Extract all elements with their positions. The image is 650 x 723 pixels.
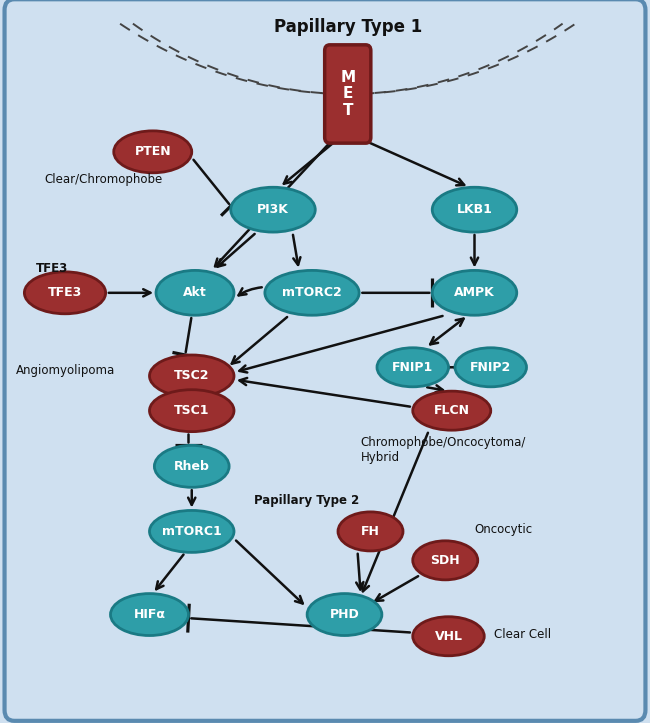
- Text: FH: FH: [361, 525, 380, 538]
- Text: HIFα: HIFα: [133, 608, 166, 621]
- Text: TFE3: TFE3: [48, 286, 82, 299]
- Ellipse shape: [413, 617, 484, 656]
- Text: Clear Cell: Clear Cell: [494, 628, 551, 641]
- Ellipse shape: [265, 270, 359, 315]
- Ellipse shape: [432, 187, 517, 232]
- Ellipse shape: [25, 272, 105, 314]
- Ellipse shape: [150, 510, 234, 552]
- Ellipse shape: [150, 390, 234, 432]
- Ellipse shape: [307, 594, 382, 636]
- Text: Angiomyolipoma: Angiomyolipoma: [16, 364, 116, 377]
- Text: FNIP2: FNIP2: [470, 361, 512, 374]
- Ellipse shape: [111, 594, 188, 636]
- Text: TSC2: TSC2: [174, 369, 209, 382]
- Text: Akt: Akt: [183, 286, 207, 299]
- Text: VHL: VHL: [434, 630, 463, 643]
- Text: Chromophobe/Oncocytoma/
Hybrid: Chromophobe/Oncocytoma/ Hybrid: [361, 436, 526, 463]
- Text: Clear/Chromophobe: Clear/Chromophobe: [44, 173, 162, 186]
- Text: FNIP1: FNIP1: [392, 361, 434, 374]
- Ellipse shape: [377, 348, 448, 387]
- FancyBboxPatch shape: [325, 45, 370, 143]
- Text: AMPK: AMPK: [454, 286, 495, 299]
- Text: Papillary Type 2: Papillary Type 2: [254, 494, 359, 507]
- Text: PI3K: PI3K: [257, 203, 289, 216]
- Text: mTORC1: mTORC1: [162, 525, 222, 538]
- Text: PHD: PHD: [330, 608, 359, 621]
- Ellipse shape: [156, 270, 234, 315]
- Text: Papillary Type 1: Papillary Type 1: [274, 18, 422, 35]
- Ellipse shape: [150, 355, 234, 397]
- Text: FLCN: FLCN: [434, 404, 470, 417]
- Ellipse shape: [432, 270, 517, 315]
- Text: LKB1: LKB1: [456, 203, 493, 216]
- Text: Rheb: Rheb: [174, 460, 210, 473]
- Ellipse shape: [231, 187, 315, 232]
- FancyBboxPatch shape: [5, 0, 645, 721]
- Text: mTORC2: mTORC2: [282, 286, 342, 299]
- Ellipse shape: [338, 512, 403, 551]
- Ellipse shape: [114, 131, 192, 173]
- Ellipse shape: [155, 445, 229, 487]
- Text: PTEN: PTEN: [135, 145, 171, 158]
- Ellipse shape: [413, 391, 491, 430]
- Ellipse shape: [455, 348, 526, 387]
- Text: M
E
T: M E T: [340, 70, 356, 118]
- Ellipse shape: [413, 541, 478, 580]
- Text: TSC1: TSC1: [174, 404, 209, 417]
- Text: Oncocytic: Oncocytic: [474, 523, 532, 536]
- Text: SDH: SDH: [430, 554, 460, 567]
- Text: TFE3: TFE3: [36, 262, 68, 275]
